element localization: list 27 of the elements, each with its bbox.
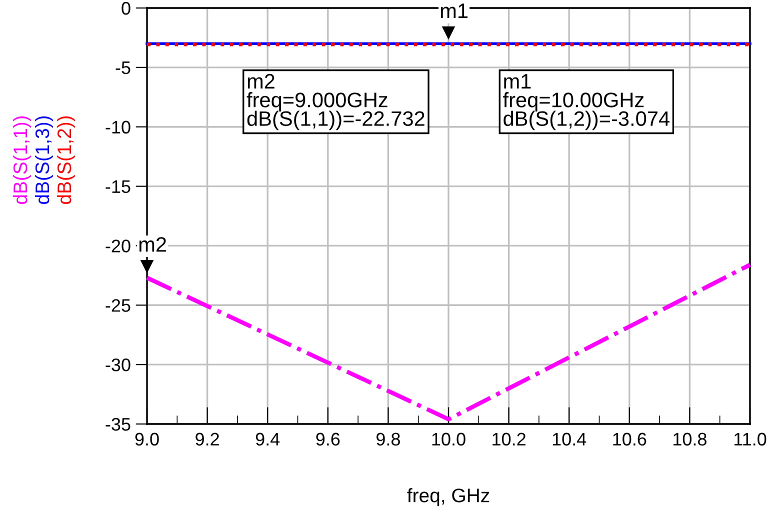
x-tick-label: 9.8 [376, 432, 400, 446]
x-tick-label: 9.2 [196, 432, 219, 446]
y-tick-label: -20 [106, 240, 130, 252]
annotation: m2 [139, 237, 166, 252]
x-axis-title: freq, GHz [407, 488, 490, 506]
x-tick-label: 10.2 [492, 432, 526, 446]
y-tick-label: 0 [122, 2, 130, 15]
x-tick-label: 10.6 [613, 432, 646, 446]
y-tick-label: -25 [106, 299, 130, 312]
x-tick-label: 9.4 [256, 432, 280, 446]
text: dB(S(1,2)) [56, 116, 76, 204]
y-tick-label: -30 [106, 358, 130, 372]
text: dB(S(1,1)) [12, 116, 32, 204]
x-tick-label: 10.8 [674, 432, 706, 446]
x-tick-label: 10.0 [432, 432, 466, 446]
y-tick-label: -15 [106, 180, 130, 194]
annotation: m1 freq=10.00GHz dB(S(1,2))=-3.074 [503, 74, 670, 130]
x-tick-label: 9.0 [135, 432, 159, 446]
x-tick-label: 11.0 [734, 432, 766, 446]
annotation: m1 [440, 4, 468, 18]
annotation: m2 freq=9.000GHz dB(S(1,1))=-22.732 [246, 74, 424, 130]
y-tick-label: -35 [106, 418, 130, 431]
y-tick-label: -5 [116, 62, 130, 74]
x-tick-label: 9.6 [316, 432, 340, 446]
x-tick-label: 10.4 [552, 432, 586, 446]
y-tick-label: -10 [106, 120, 130, 134]
text: dB(S(1,3)) [34, 116, 54, 204]
